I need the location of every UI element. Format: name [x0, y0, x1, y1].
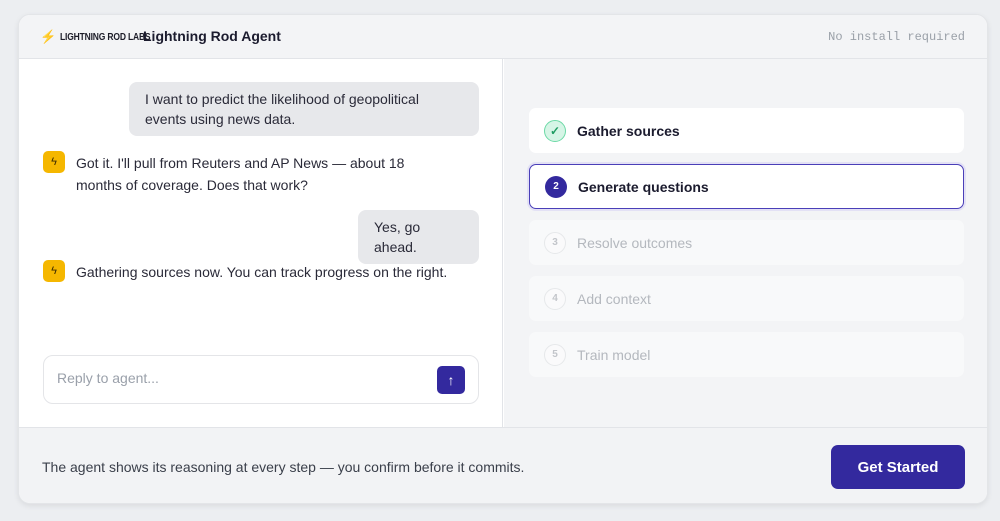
step-train-model: 5 Train model — [529, 332, 964, 377]
app-title: Lightning Rod Agent — [143, 28, 281, 44]
step-number: 4 — [544, 287, 566, 310]
footer: The agent shows its reasoning at every s… — [19, 427, 987, 503]
install-note: No install required — [828, 30, 965, 44]
step-label: Gather sources — [577, 122, 680, 139]
step-number: 2 — [545, 175, 567, 198]
chat-panel: I want to predict the likelihood of geop… — [19, 59, 503, 427]
agent-card: ⚡ LIGHTNING ROD LABS Lightning Rod Agent… — [18, 14, 988, 504]
step-gather-sources[interactable]: ✓ Gather sources — [529, 108, 964, 153]
footer-text: The agent shows its reasoning at every s… — [42, 459, 525, 475]
step-number: 3 — [544, 231, 566, 254]
reply-box: ↑ — [43, 355, 479, 404]
agent-avatar-icon: ϟ — [43, 260, 65, 282]
user-message: I want to predict the likelihood of geop… — [129, 82, 479, 136]
step-label: Resolve outcomes — [577, 234, 693, 251]
agent-message-text: Gathering sources now. You can track pro… — [76, 264, 448, 280]
send-button[interactable]: ↑ — [437, 366, 465, 394]
lightning-icon: ⚡ — [40, 29, 57, 44]
step-label: Generate questions — [578, 178, 709, 195]
steps-panel: ✓ Gather sources 2 Generate questions 3 … — [504, 59, 987, 427]
brand-name: LIGHTNING ROD LABS — [60, 31, 151, 43]
step-add-context: 4 Add context — [529, 276, 964, 321]
step-generate-questions[interactable]: 2 Generate questions — [529, 164, 964, 209]
check-icon: ✓ — [544, 119, 566, 142]
brand-logo: ⚡ LIGHTNING ROD LABS — [40, 29, 167, 45]
step-number: 5 — [544, 343, 566, 366]
header: ⚡ LIGHTNING ROD LABS Lightning Rod Agent… — [19, 15, 987, 59]
get-started-button[interactable]: Get Started — [831, 445, 965, 489]
reply-input[interactable] — [57, 370, 417, 386]
step-label: Train model — [577, 346, 651, 363]
user-message: Yes, go ahead. — [358, 210, 479, 264]
agent-message-text: Got it. I'll pull from Reuters and AP Ne… — [76, 155, 405, 193]
step-resolve-outcomes: 3 Resolve outcomes — [529, 220, 964, 265]
step-label: Add context — [577, 290, 651, 307]
arrow-up-icon: ↑ — [447, 372, 455, 388]
agent-message: ϟ Gathering sources now. You can track p… — [43, 260, 483, 283]
agent-avatar-icon: ϟ — [43, 151, 65, 173]
agent-message: ϟ Got it. I'll pull from Reuters and AP … — [43, 151, 453, 196]
